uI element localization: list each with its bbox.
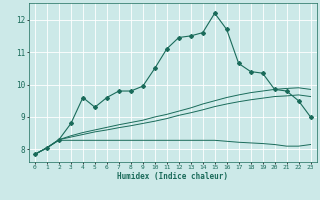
X-axis label: Humidex (Indice chaleur): Humidex (Indice chaleur) — [117, 172, 228, 181]
